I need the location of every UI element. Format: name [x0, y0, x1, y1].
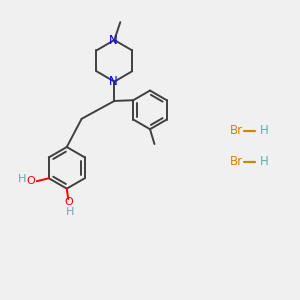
Text: O: O	[64, 197, 73, 207]
Text: H: H	[66, 206, 74, 217]
Text: Br: Br	[230, 124, 243, 137]
Text: O: O	[27, 176, 35, 186]
Text: H: H	[17, 174, 26, 184]
Text: H: H	[260, 124, 268, 137]
Text: H: H	[260, 155, 268, 168]
Text: Br: Br	[230, 155, 243, 168]
Text: N: N	[109, 34, 117, 46]
Text: N: N	[109, 75, 117, 88]
